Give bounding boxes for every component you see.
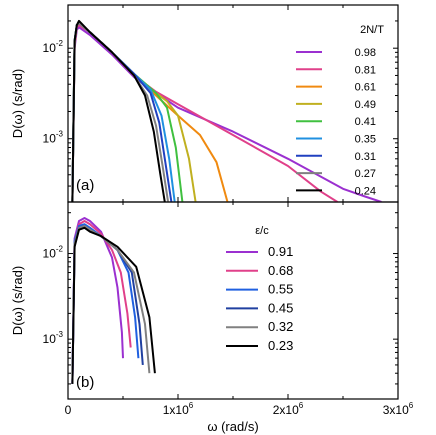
panel-b: 10-3 10-2 0 1x106 2x106 3x106 ω (rad/s) D(ω) (s…	[10, 201, 414, 434]
series-group	[71, 19, 382, 202]
y-tick-label: 10-3	[43, 330, 64, 346]
legend-label-0.27: 0.27	[355, 168, 376, 180]
series-line-0.35	[71, 22, 176, 202]
y-axis-label: D(ω) (s/rad)	[10, 266, 25, 335]
legend-label-0.49: 0.49	[355, 99, 376, 111]
legend-title: 2N/T	[360, 24, 384, 36]
series-line-0.24	[71, 19, 166, 202]
series-line-0.41	[71, 22, 184, 202]
x-tick-label: 2x106	[273, 401, 304, 417]
legend-label-0.68: 0.68	[268, 263, 293, 278]
legend-label-0.61: 0.61	[355, 82, 376, 94]
legend-label-0.23: 0.23	[268, 338, 293, 353]
plot-frame	[67, 201, 399, 400]
legend-label-0.35: 0.35	[355, 134, 376, 146]
series-group	[71, 217, 156, 384]
series-line-0.49	[71, 22, 197, 202]
y-tick-label: 10-3	[43, 130, 64, 146]
panel-label: (b)	[76, 374, 94, 391]
series-line-0.31	[71, 22, 173, 202]
series-line-0.68	[71, 220, 132, 384]
panel-label: (a)	[76, 177, 94, 194]
legend-label-0.24: 0.24	[355, 185, 376, 197]
series-line-0.91	[71, 217, 124, 384]
legend-label-0.45: 0.45	[268, 300, 293, 315]
x-tick-label: 0	[65, 403, 72, 417]
legend-title: ε/c	[255, 225, 269, 237]
series-line-0.27	[71, 22, 170, 202]
legend-label-0.98: 0.98	[355, 47, 376, 59]
y-tick-label: 10-2	[43, 39, 64, 55]
x-tick-label: 1x106	[163, 401, 194, 417]
panel-a: 10-3 10-2 D(ω) (s/rad) 2N/T 0.98 0.81 0.61 0.49…	[10, 4, 399, 203]
y-tick-label: 10-2	[43, 245, 64, 261]
x-tick-label: 3x106	[383, 401, 414, 417]
series-line-0.23	[71, 226, 156, 384]
plot-frame	[67, 4, 399, 203]
legend-label-0.55: 0.55	[268, 282, 293, 297]
legend-label-0.81: 0.81	[355, 64, 376, 76]
legend-label-0.31: 0.31	[355, 151, 376, 163]
legend-label-0.91: 0.91	[268, 244, 293, 259]
series-line-0.98	[71, 26, 382, 202]
legend-label-0.41: 0.41	[355, 116, 376, 128]
x-axis-label: ω (rad/s)	[207, 419, 258, 434]
y-axis-label: D(ω) (s/rad)	[10, 69, 25, 138]
legend-label-0.32: 0.32	[268, 319, 293, 334]
series-line-0.55	[71, 223, 140, 384]
